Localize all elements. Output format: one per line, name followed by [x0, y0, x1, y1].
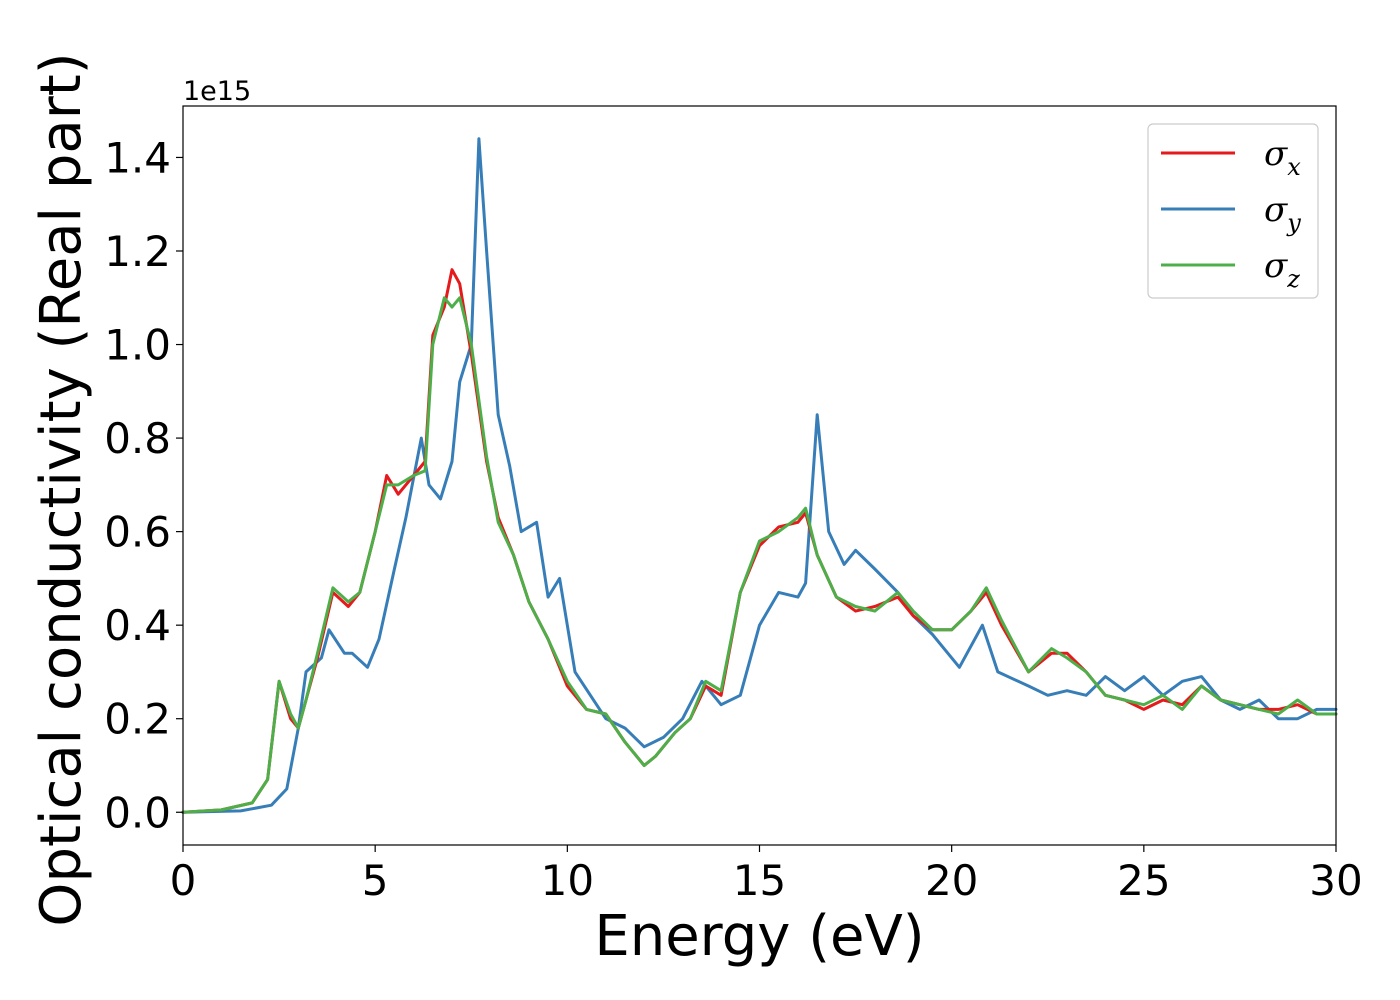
legend-label-z: σz — [1264, 246, 1300, 293]
x-tick-label: 15 — [733, 856, 786, 905]
x-tick-label: 5 — [362, 856, 389, 905]
x-tick-label: 30 — [1309, 856, 1362, 905]
y-tick-label: 0.0 — [104, 788, 171, 837]
x-tick-label: 10 — [541, 856, 594, 905]
y-tick-label: 0.4 — [104, 601, 171, 650]
x-axis-title: Energy (eV) — [594, 904, 924, 969]
series-line-z — [181, 296, 1338, 814]
x-axis: 0 5 10 15 20 25 30 — [170, 845, 1363, 905]
series-line-y — [181, 137, 1338, 814]
x-tick-label: 0 — [170, 856, 197, 905]
y-tick-label: 0.8 — [104, 414, 171, 463]
x-tick-label: 20 — [925, 856, 978, 905]
y-tick-label: 1.4 — [104, 133, 171, 182]
legend: σx σy σz — [1147, 123, 1319, 299]
y-offset-label: 1e15 — [183, 76, 251, 107]
y-tick-label: 1.0 — [104, 321, 171, 370]
y-tick-label: 0.2 — [104, 695, 171, 744]
x-tick-label: 25 — [1117, 856, 1170, 905]
y-tick-label: 0.6 — [104, 508, 171, 557]
y-axis: 0.0 0.2 0.4 0.6 0.8 1.0 1.2 1.4 — [104, 133, 183, 837]
series-layer — [181, 137, 1338, 814]
legend-label-y: σy — [1264, 190, 1301, 237]
y-tick-label: 1.2 — [104, 227, 171, 276]
legend-box — [1147, 123, 1319, 299]
y-axis-title: Optical conductivity (Real part) — [29, 52, 94, 926]
legend-label-x: σx — [1264, 134, 1301, 181]
